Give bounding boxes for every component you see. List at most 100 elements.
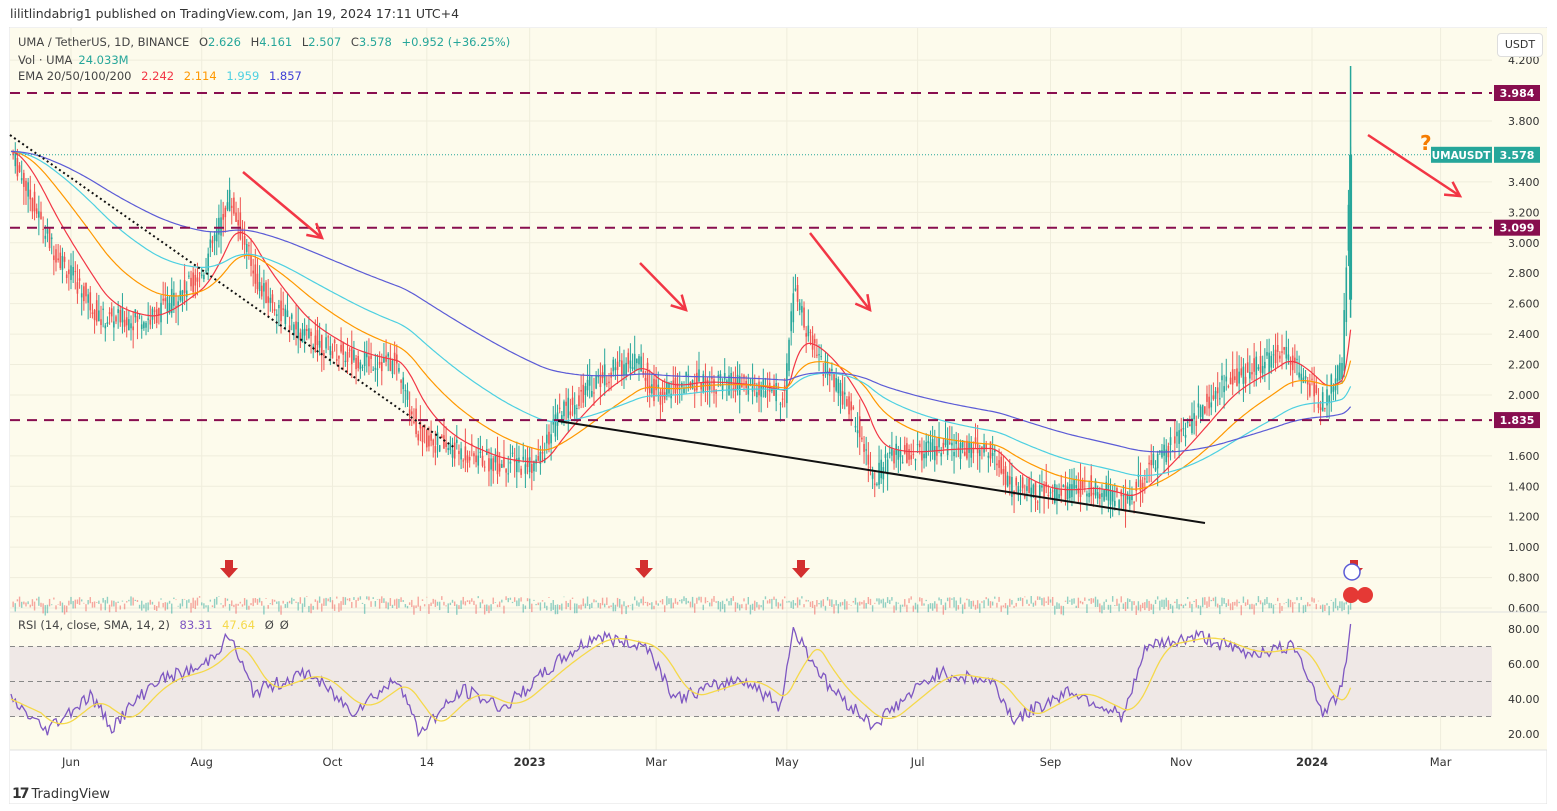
volume-bar [1073, 598, 1075, 604]
candle-body [254, 264, 257, 284]
candle-body [848, 396, 850, 415]
candle-body [314, 335, 317, 352]
candle-body [968, 441, 970, 453]
volume-bar [1210, 599, 1212, 602]
volume-bar [824, 605, 827, 611]
volume-bar [1103, 601, 1105, 610]
candle-body [42, 228, 44, 230]
volume-bar [1255, 602, 1257, 606]
candle-body [974, 437, 977, 445]
candle-body [344, 360, 347, 363]
candle-body [636, 358, 638, 364]
volume-bar [681, 599, 683, 604]
candle-body [698, 369, 700, 382]
candle-body [933, 446, 936, 461]
price-chart[interactable]: Jun Aug Oct 14 2023 Mar May Jul Sep Nov 2024 Mar 4.2… [9, 27, 1547, 804]
candle-body [1287, 354, 1290, 360]
volume-bar [1206, 601, 1208, 609]
volume-bar [640, 598, 642, 604]
candle-body [811, 335, 814, 350]
candle-body [1182, 428, 1185, 430]
candle-body [914, 459, 917, 461]
x-tick-label: Sep [1040, 755, 1062, 769]
arrow-shaft [242, 171, 323, 239]
volume-bar [558, 605, 561, 610]
candle-body [824, 360, 827, 374]
candle-body [327, 336, 330, 338]
volume-bar [222, 605, 224, 608]
candle-body [816, 354, 818, 356]
candle-body [1077, 487, 1080, 494]
volume-bar [254, 598, 257, 603]
candle-body [867, 454, 870, 465]
volume-bar [668, 598, 670, 605]
volume-bar [1034, 600, 1037, 606]
candle-body [447, 447, 450, 451]
candle-body [978, 449, 981, 457]
ema20-line [10, 150, 1352, 496]
volume-bar [584, 603, 587, 609]
volume-bar [1234, 601, 1236, 606]
candle-body [1118, 500, 1120, 509]
volume-bar [908, 598, 910, 604]
volume-bar [464, 601, 467, 606]
volume-bar [1064, 600, 1067, 602]
candle-body [738, 375, 741, 396]
volume-bar [1281, 605, 1283, 611]
candle-body [629, 360, 632, 369]
candle-body [541, 451, 544, 454]
currency-button[interactable]: USDT [1497, 33, 1543, 57]
volume-bar [524, 605, 527, 610]
candle-body [741, 385, 743, 388]
volume-bar [1009, 598, 1011, 607]
candle-body [809, 331, 812, 333]
volume-bar [16, 599, 19, 602]
candle-body [1317, 403, 1320, 408]
volume-bar [1169, 603, 1172, 609]
volume-bar [85, 604, 87, 612]
candle-body [723, 373, 726, 380]
candle-body [91, 312, 94, 314]
candle-body [233, 197, 235, 214]
candle-body [370, 355, 372, 360]
volume-bar [946, 597, 949, 602]
candle-body [987, 455, 990, 458]
candle-body [419, 421, 422, 429]
candle-body [1257, 367, 1260, 370]
candle-body [211, 240, 214, 244]
candle-body [582, 384, 585, 403]
volume-bar [363, 603, 366, 614]
volume-bar [357, 597, 359, 601]
candle-body [188, 275, 190, 277]
candle-body [1107, 484, 1110, 501]
volume-bar [717, 600, 719, 610]
volume-bar [310, 603, 312, 614]
symbol-tag-bg [1431, 146, 1492, 163]
candle-body [822, 372, 825, 376]
candle-body [44, 235, 47, 239]
volume-bar [1180, 603, 1182, 607]
volume-bar [1024, 596, 1026, 598]
candle-body [468, 457, 471, 461]
candle-body [1345, 267, 1348, 323]
volume-bar [751, 603, 754, 610]
candle-body [1238, 371, 1240, 384]
candle-body [839, 382, 842, 396]
volume-bar [846, 601, 848, 610]
price-tag: 3.578 [1500, 149, 1535, 162]
tradingview-logo[interactable]: 17 TradingView [12, 786, 111, 802]
candle-body [918, 443, 921, 448]
volume-bar [1084, 597, 1086, 601]
volume-bar [325, 597, 327, 606]
volume-bar [618, 598, 621, 608]
down-arrow-marker-icon [220, 560, 238, 578]
volume-bar [396, 598, 398, 609]
volume-bar [130, 596, 132, 606]
volume-bar [453, 601, 456, 606]
y-tick-label: 2.800 [1508, 267, 1540, 280]
volume-bar [14, 603, 16, 612]
volume-bar [402, 600, 404, 602]
volume-bar [1017, 597, 1020, 601]
candle-body [25, 180, 27, 191]
volume-bar [168, 600, 171, 604]
